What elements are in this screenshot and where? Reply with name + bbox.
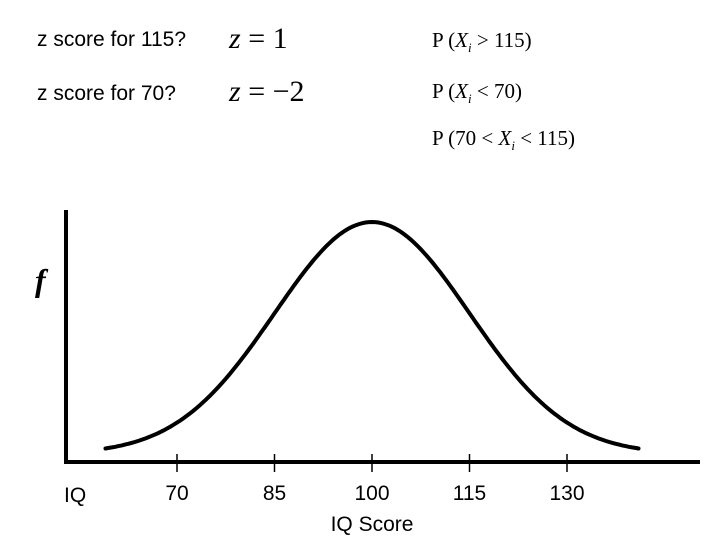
prob-greater-115: P (Xi > 115) — [432, 28, 532, 56]
prob-rest: < 70) — [471, 79, 522, 103]
prob-prefix: P ( — [432, 79, 456, 103]
z-value-115: 1 — [272, 22, 288, 55]
question-z-115: z score for 115? — [37, 28, 187, 51]
x-axis-ticks: 70 85 100 115 130 — [165, 454, 585, 505]
prob-prefix: P ( — [432, 28, 456, 52]
z-symbol: z — [229, 75, 241, 108]
x-tick-label-130: 130 — [549, 482, 584, 505]
answer-z-70: z = −2 — [229, 75, 305, 109]
prob-var: X — [455, 79, 468, 103]
prob-sub: i — [467, 40, 472, 56]
x-tick-label-115: 115 — [453, 482, 486, 505]
prob-rest: < 115) — [514, 126, 576, 150]
x-axis-start-label: IQ — [64, 484, 86, 507]
x-axis-title: IQ Score — [331, 513, 414, 536]
equals-sign: = — [248, 75, 266, 108]
x-tick-label-85: 85 — [263, 482, 286, 505]
y-axis-label-f: f — [35, 262, 46, 298]
prob-sub: i — [467, 91, 472, 107]
normal-density-curve — [103, 219, 641, 451]
answer-z-115: z = 1 — [229, 22, 288, 56]
prob-between-70-115: P (70 < Xi < 115) — [432, 126, 575, 154]
prob-sub: i — [511, 138, 515, 154]
prob-rest: > 115) — [471, 28, 532, 52]
x-tick-label-70: 70 — [165, 482, 188, 505]
question-z-70: z score for 70? — [37, 82, 176, 105]
prob-var: X — [455, 28, 468, 52]
z-symbol: z — [229, 22, 241, 55]
equals-sign: = — [248, 22, 266, 55]
prob-less-70: P (Xi < 70) — [432, 79, 522, 107]
prob-var: X — [498, 126, 512, 150]
z-value-70: −2 — [272, 75, 305, 108]
prob-prefix: P (70 < — [432, 126, 499, 150]
x-tick-label-100: 100 — [354, 482, 389, 505]
